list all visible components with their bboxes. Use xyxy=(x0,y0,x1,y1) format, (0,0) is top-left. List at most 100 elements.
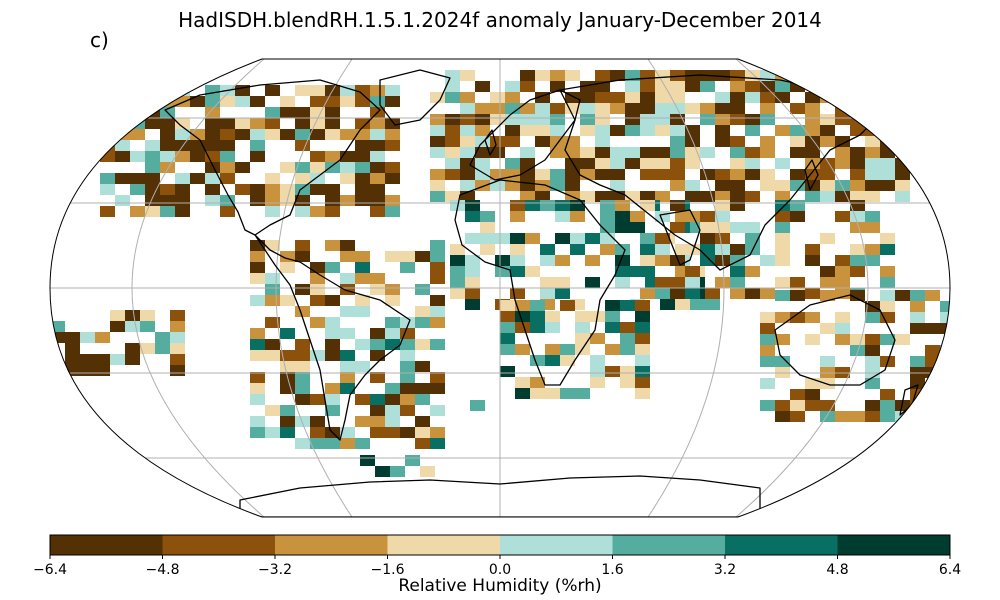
colorbar-tick-label: −3.2 xyxy=(258,562,292,578)
grid-cell xyxy=(760,81,775,92)
grid-cell xyxy=(685,147,700,158)
grid-cell xyxy=(505,169,520,180)
grid-cell xyxy=(355,129,370,140)
grid-cell xyxy=(445,81,460,92)
grid-cell xyxy=(465,266,480,277)
grid-cell xyxy=(620,344,635,355)
grid-cell xyxy=(430,339,445,350)
grid-cell xyxy=(865,180,880,191)
grid-cell xyxy=(675,266,690,277)
grid-cell xyxy=(820,411,835,422)
grid-cell xyxy=(565,92,580,103)
grid-cell xyxy=(340,151,355,162)
grid-cell xyxy=(310,173,325,184)
grid-cell xyxy=(835,334,850,345)
grid-cell xyxy=(895,180,910,191)
grid-cell xyxy=(560,355,575,366)
grid-cell xyxy=(145,140,160,151)
grid-cell xyxy=(705,299,720,310)
grid-cell xyxy=(385,427,400,438)
grid-cell xyxy=(625,70,640,81)
grid-cell xyxy=(405,455,420,466)
grid-cell xyxy=(555,233,570,244)
grid-cell xyxy=(615,200,630,211)
grid-cell xyxy=(820,180,835,191)
grid-cell xyxy=(340,273,355,284)
grid-cell xyxy=(760,169,775,180)
grid-cell xyxy=(790,389,805,400)
grid-cell xyxy=(760,70,775,81)
grid-cell xyxy=(145,118,160,129)
grid-cell xyxy=(505,158,520,169)
grid-cell xyxy=(775,312,790,323)
grid-cell xyxy=(115,140,130,151)
grid-cell xyxy=(310,438,325,449)
grid-cell xyxy=(385,162,400,173)
grid-cell xyxy=(375,466,390,477)
grid-cell xyxy=(660,288,675,299)
grid-cell xyxy=(325,195,340,206)
grid-cell xyxy=(640,70,655,81)
graticule xyxy=(50,59,950,517)
grid-cell xyxy=(115,151,130,162)
grid-cell xyxy=(325,438,340,449)
grid-cell xyxy=(175,184,190,195)
grid-cell xyxy=(550,81,565,92)
grid-cell xyxy=(640,191,655,202)
grid-cell xyxy=(805,334,820,345)
grid-cell xyxy=(600,233,615,244)
grid-cell xyxy=(670,147,685,158)
grid-cell xyxy=(570,299,585,310)
grid-cell xyxy=(715,222,730,233)
grid-cell xyxy=(430,372,445,383)
grid-cell xyxy=(340,129,355,140)
grid-cell xyxy=(575,333,590,344)
grid-cell xyxy=(265,173,280,184)
grid-cell xyxy=(640,255,655,266)
grid-cell xyxy=(805,288,820,299)
grid-cell xyxy=(685,158,700,169)
grid-cell xyxy=(220,140,235,151)
grid-cell xyxy=(310,262,325,273)
grid-cell xyxy=(310,96,325,107)
grid-cell xyxy=(505,103,520,114)
grid-cell xyxy=(535,103,550,114)
grid-cell xyxy=(355,251,370,262)
grid-cell xyxy=(545,355,560,366)
grid-cell xyxy=(175,195,190,206)
grid-cell xyxy=(775,180,790,191)
grid-cell xyxy=(500,366,515,377)
grid-cell xyxy=(700,81,715,92)
grid-cell xyxy=(400,328,415,339)
grid-cell xyxy=(325,240,340,251)
grid-cell xyxy=(325,162,340,173)
grid-cell xyxy=(250,394,265,405)
grid-cell xyxy=(250,273,265,284)
grid-cell xyxy=(580,114,595,125)
grid-cell xyxy=(505,81,520,92)
grid-cell xyxy=(690,222,705,233)
grid-cell xyxy=(745,92,760,103)
grid-cell xyxy=(655,125,670,136)
grid-cell xyxy=(460,70,475,81)
grid-cell xyxy=(505,92,520,103)
grid-cell xyxy=(590,366,605,377)
grid-cell xyxy=(610,169,625,180)
grid-cell xyxy=(525,200,540,211)
grid-cell xyxy=(535,180,550,191)
grid-cell xyxy=(50,332,65,343)
grid-cell xyxy=(865,345,880,356)
grid-cell xyxy=(775,400,790,411)
grid-cell xyxy=(155,343,170,354)
grid-cell xyxy=(295,195,310,206)
grid-cell xyxy=(340,361,355,372)
grid-cell xyxy=(850,158,865,169)
grid-cell xyxy=(510,200,525,211)
grid-cell xyxy=(850,255,865,266)
grid-cell xyxy=(475,103,490,114)
grid-cell xyxy=(820,290,835,301)
grid-cell xyxy=(700,222,715,233)
grid-cell xyxy=(620,322,635,333)
grid-cell xyxy=(295,184,310,195)
grid-cell xyxy=(790,136,805,147)
